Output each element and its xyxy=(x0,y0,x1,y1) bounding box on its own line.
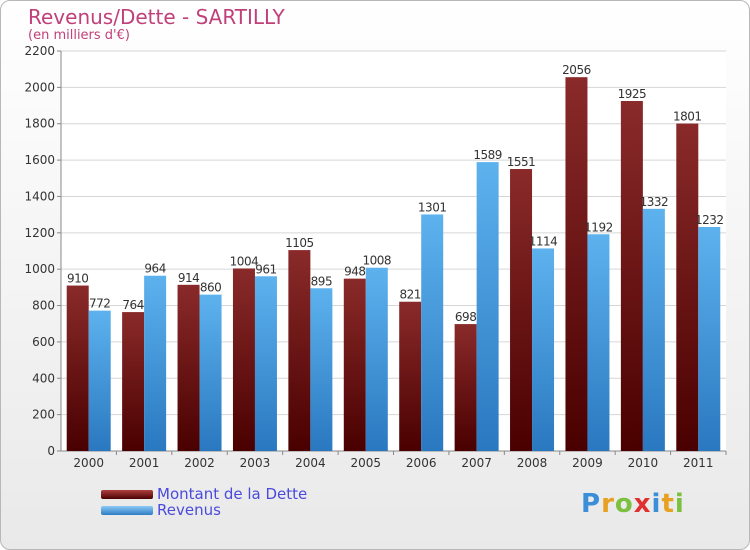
bar-revenus xyxy=(144,275,167,451)
y-tick-label: 1200 xyxy=(24,226,55,240)
data-label-revenus: 1008 xyxy=(363,254,392,268)
bar-revenus xyxy=(310,288,333,451)
y-tick-label: 1600 xyxy=(24,153,55,167)
x-tick-label: 2000 xyxy=(73,456,104,470)
bar-dette xyxy=(66,285,89,451)
x-tick-label: 2006 xyxy=(406,456,437,470)
x-tick-label: 2002 xyxy=(184,456,215,470)
plot-area xyxy=(61,51,726,451)
legend-item-revenus[interactable]: Revenus xyxy=(101,501,307,519)
logo-letter: o xyxy=(614,489,634,519)
data-label-revenus: 895 xyxy=(311,274,332,288)
y-tick-label: 1400 xyxy=(24,189,55,203)
legend-swatch-dette xyxy=(101,489,153,499)
data-label-revenus: 1301 xyxy=(418,200,447,214)
data-label-dette: 1004 xyxy=(230,254,259,268)
bar-dette xyxy=(454,324,477,451)
chart-subtitle: (en milliers d'€) xyxy=(28,28,130,43)
bar-dette xyxy=(565,77,588,451)
bar-revenus xyxy=(532,248,555,451)
data-label-dette: 2056 xyxy=(562,63,591,77)
x-tick-label: 2008 xyxy=(517,456,548,470)
logo-letter: P xyxy=(581,489,602,519)
data-label-revenus: 964 xyxy=(144,262,165,276)
data-label-revenus: 860 xyxy=(200,281,221,295)
bar-revenus xyxy=(698,227,721,451)
x-tick-label: 2001 xyxy=(129,456,160,470)
y-tick-label: 2200 xyxy=(24,44,55,58)
y-tick-label: 0 xyxy=(47,444,55,458)
x-tick-label: 2009 xyxy=(572,456,603,470)
bar-dette xyxy=(177,284,200,451)
data-label-dette: 914 xyxy=(178,271,199,285)
y-tick-label: 600 xyxy=(32,335,55,349)
proxiti-logo[interactable]: Proxiti xyxy=(581,489,685,519)
x-tick-label: 2004 xyxy=(295,456,326,470)
data-label-revenus: 1192 xyxy=(584,220,613,234)
y-tick-label: 800 xyxy=(32,299,55,313)
x-tick-label: 2007 xyxy=(461,456,492,470)
data-label-dette: 1551 xyxy=(507,155,536,169)
logo-letter: t xyxy=(661,489,675,519)
bar-dette xyxy=(510,169,533,451)
legend-item-dette[interactable]: Montant de la Dette xyxy=(101,485,308,503)
data-label-dette: 910 xyxy=(67,272,88,286)
legend-label-dette: Montant de la Dette xyxy=(157,485,308,503)
data-label-dette: 698 xyxy=(455,310,476,324)
data-label-revenus: 772 xyxy=(89,297,110,311)
data-label-revenus: 1232 xyxy=(695,213,724,227)
bar-revenus xyxy=(642,208,665,451)
logo-letter: i xyxy=(651,489,662,519)
legend-label-revenus: Revenus xyxy=(157,501,221,519)
x-tick-label: 2005 xyxy=(351,456,382,470)
logo-letter: x xyxy=(633,489,652,519)
x-tick-label: 2003 xyxy=(240,456,271,470)
legend-swatch-revenus xyxy=(101,505,153,515)
data-label-revenus: 1332 xyxy=(640,195,669,209)
bar-dette xyxy=(288,250,311,451)
bar-revenus xyxy=(365,267,388,451)
y-tick-label: 2000 xyxy=(24,80,55,94)
y-tick-label: 1800 xyxy=(24,117,55,131)
bar-dette xyxy=(122,312,145,451)
bar-revenus xyxy=(587,234,610,451)
data-label-dette: 1801 xyxy=(673,110,702,124)
bar-revenus xyxy=(199,294,222,451)
bar-dette xyxy=(343,278,366,451)
chart-title: Revenus/Dette - SARTILLY xyxy=(28,5,285,29)
x-tick-label: 2010 xyxy=(628,456,659,470)
data-label-dette: 821 xyxy=(400,288,421,302)
bar-revenus xyxy=(476,162,499,451)
bar-dette xyxy=(399,301,422,451)
data-label-revenus: 961 xyxy=(255,262,276,276)
data-label-revenus: 1589 xyxy=(473,148,502,162)
bar-revenus xyxy=(254,276,277,451)
data-label-dette: 1105 xyxy=(285,236,314,250)
legend: Montant de la Dette Revenus xyxy=(101,485,308,519)
data-label-dette: 1925 xyxy=(618,87,647,101)
y-tick-label: 400 xyxy=(32,371,55,385)
bar-dette xyxy=(232,268,255,451)
bar-revenus xyxy=(421,214,444,451)
logo-letter: r xyxy=(601,489,615,519)
data-label-dette: 948 xyxy=(344,265,365,279)
data-label-revenus: 1114 xyxy=(529,234,558,248)
bar-revenus xyxy=(88,310,111,451)
x-tick-label: 2011 xyxy=(683,456,714,470)
data-label-dette: 764 xyxy=(122,298,143,312)
y-tick-label: 200 xyxy=(32,408,55,422)
bar-dette xyxy=(620,101,643,451)
bar-dette xyxy=(676,123,699,451)
y-tick-label: 1000 xyxy=(24,262,55,276)
logo-letter: i xyxy=(674,489,685,519)
